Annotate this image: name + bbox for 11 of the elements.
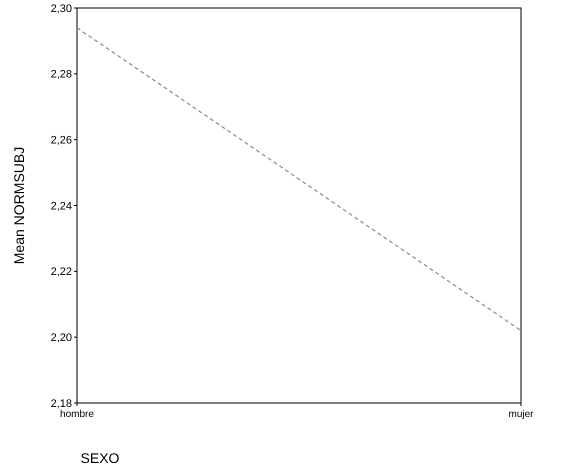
y-tick-label: 2,28: [50, 68, 72, 81]
y-tick-label: 2,30: [50, 2, 72, 15]
x-tick-label: mujer: [508, 409, 534, 420]
x-tick-label: hombre: [60, 409, 94, 420]
y-tick-label: 2,26: [50, 134, 72, 147]
y-tick-label: 2,22: [50, 266, 72, 278]
x-axis-title: SEXO: [80, 450, 120, 466]
y-tick-label: 2,20: [50, 332, 72, 344]
y-axis-title: Mean NORMSUBJ: [11, 146, 27, 264]
y-tick-label: 2,24: [50, 200, 72, 212]
y-tick-label: 2,18: [50, 398, 72, 410]
